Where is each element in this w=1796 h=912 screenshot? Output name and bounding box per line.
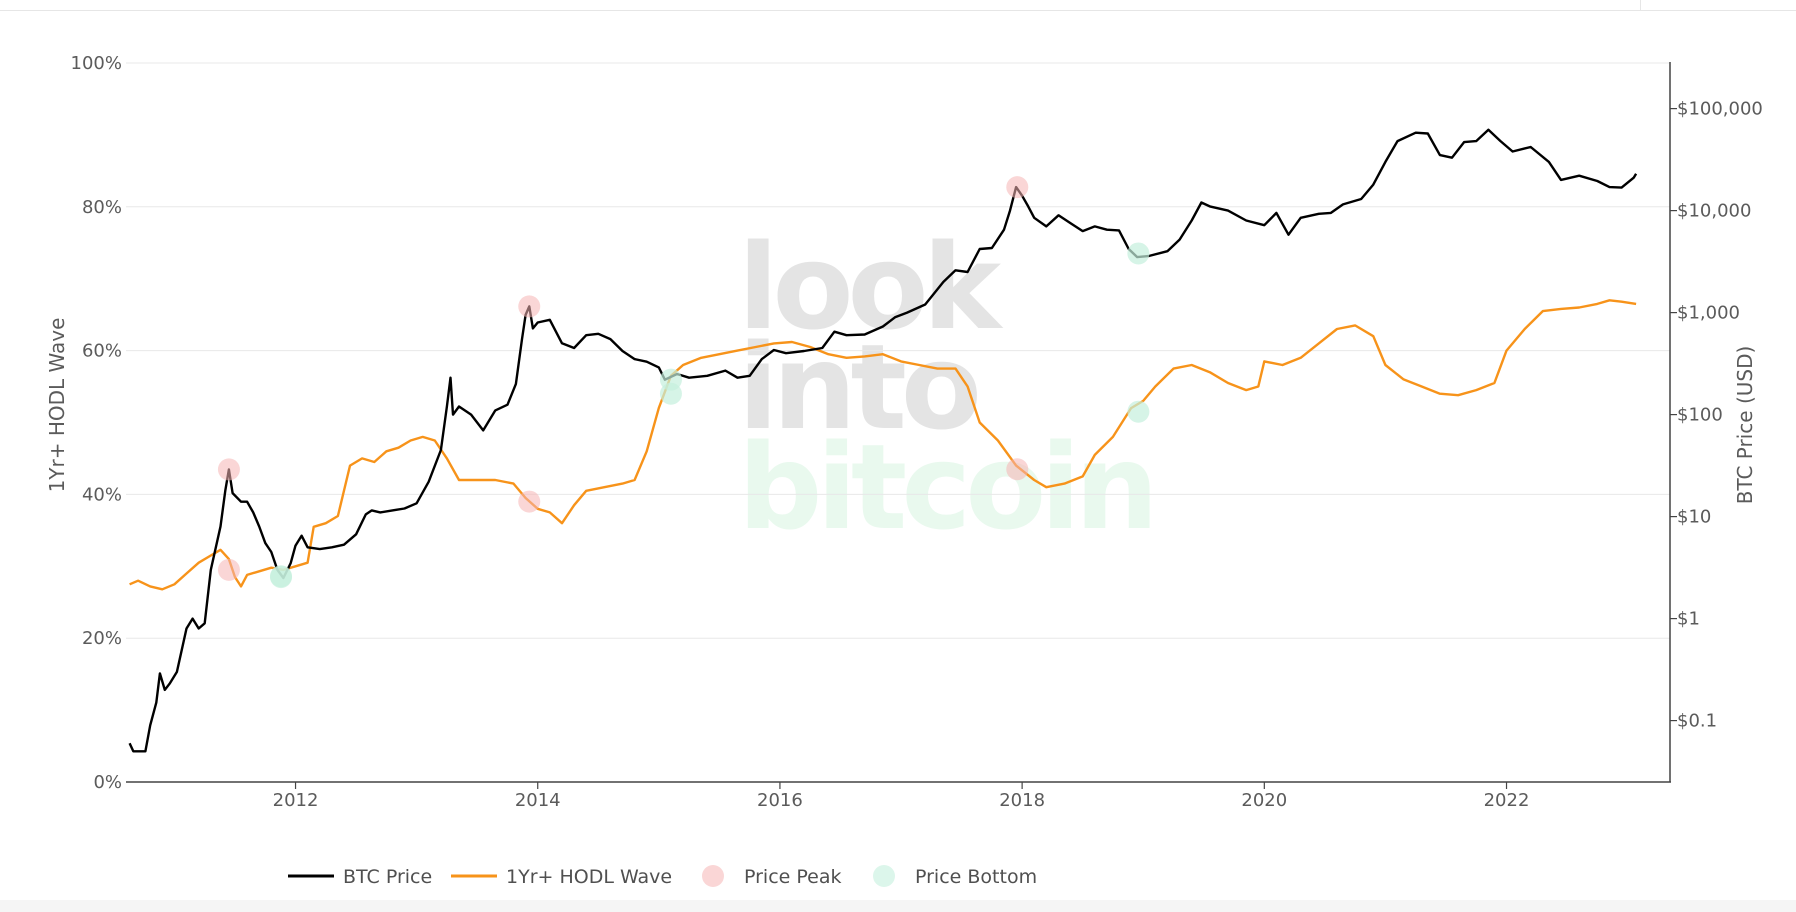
left-tick-label: 100% <box>71 53 122 74</box>
left-axis-title: 1Yr+ HODL Wave <box>45 318 69 493</box>
gridlines <box>126 62 1670 639</box>
x-axis-ticks: 2012 2014 2016 2018 2020 2022 <box>273 782 1530 811</box>
top-toolbar-strip <box>0 0 1796 11</box>
left-tick-label: 40% <box>82 484 122 505</box>
watermark: look into bitcoin <box>738 218 1159 556</box>
axes <box>126 62 1671 783</box>
price-bottom-marker <box>1127 242 1150 265</box>
price-peak-marker <box>518 295 541 318</box>
series-lines <box>128 128 1638 753</box>
legend-label-price-bottom: Price Bottom <box>915 866 1037 888</box>
right-axis-title: BTC Price (USD) <box>1733 346 1757 505</box>
right-tick-label: $10 <box>1677 507 1711 528</box>
legend-swatch-price-peak <box>702 865 724 887</box>
legend-label-price-peak: Price Peak <box>744 866 842 888</box>
price-peak-marker <box>518 490 541 513</box>
left-tick-label: 20% <box>82 628 122 649</box>
x-tick-label: 2022 <box>1484 790 1530 811</box>
price-bottom-marker <box>270 566 293 589</box>
price-peak-marker <box>217 558 240 581</box>
legend-item-price-bottom[interactable]: Price Bottom <box>873 865 1037 888</box>
legend-label-hodl-wave: 1Yr+ HODL Wave <box>506 866 672 888</box>
btc-price-line <box>128 128 1638 753</box>
x-tick-label: 2016 <box>757 790 803 811</box>
price-bottom-marker <box>659 382 682 405</box>
toolbar-divider <box>1640 0 1641 10</box>
left-tick-label: 60% <box>82 341 122 362</box>
footer-strip <box>0 900 1796 912</box>
watermark-line-2: into <box>738 318 977 456</box>
right-tick-label: $1 <box>1677 609 1700 630</box>
price-peak-marker <box>1006 176 1029 199</box>
watermark-line-3: bitcoin <box>738 418 1153 556</box>
right-tick-label: $100 <box>1677 405 1723 426</box>
left-tick-label: 0% <box>93 772 122 793</box>
legend-item-price-peak[interactable]: Price Peak <box>702 865 842 888</box>
right-tick-label: $1,000 <box>1677 303 1740 324</box>
watermark-line-1: look <box>738 218 1004 356</box>
price-peak-marker <box>1006 458 1029 481</box>
right-tick-label: $100,000 <box>1677 99 1763 120</box>
legend-item-btc-price[interactable]: BTC Price <box>288 866 432 888</box>
x-tick-label: 2020 <box>1241 790 1287 811</box>
price-bottom-marker <box>1127 400 1150 423</box>
right-tick-label: $0.1 <box>1677 711 1717 732</box>
legend-item-hodl-wave[interactable]: 1Yr+ HODL Wave <box>451 866 672 888</box>
x-tick-label: 2018 <box>999 790 1045 811</box>
legend: BTC Price 1Yr+ HODL Wave Price Peak Pric… <box>288 865 1037 888</box>
legend-label-btc-price: BTC Price <box>343 866 432 888</box>
legend-swatch-price-bottom <box>873 865 895 887</box>
left-tick-label: 80% <box>82 197 122 218</box>
x-tick-label: 2012 <box>273 790 319 811</box>
right-tick-label: $10,000 <box>1677 201 1751 222</box>
price-peak-marker <box>217 458 240 481</box>
x-tick-label: 2014 <box>515 790 561 811</box>
hodl-wave-line <box>129 299 1637 591</box>
right-axis-ticks: $0.1 $1 $10 $100 $1,000 $10,000 $100,000 <box>1670 99 1763 732</box>
left-axis-ticks: 0% 20% 40% 60% 80% 100% <box>71 53 122 793</box>
